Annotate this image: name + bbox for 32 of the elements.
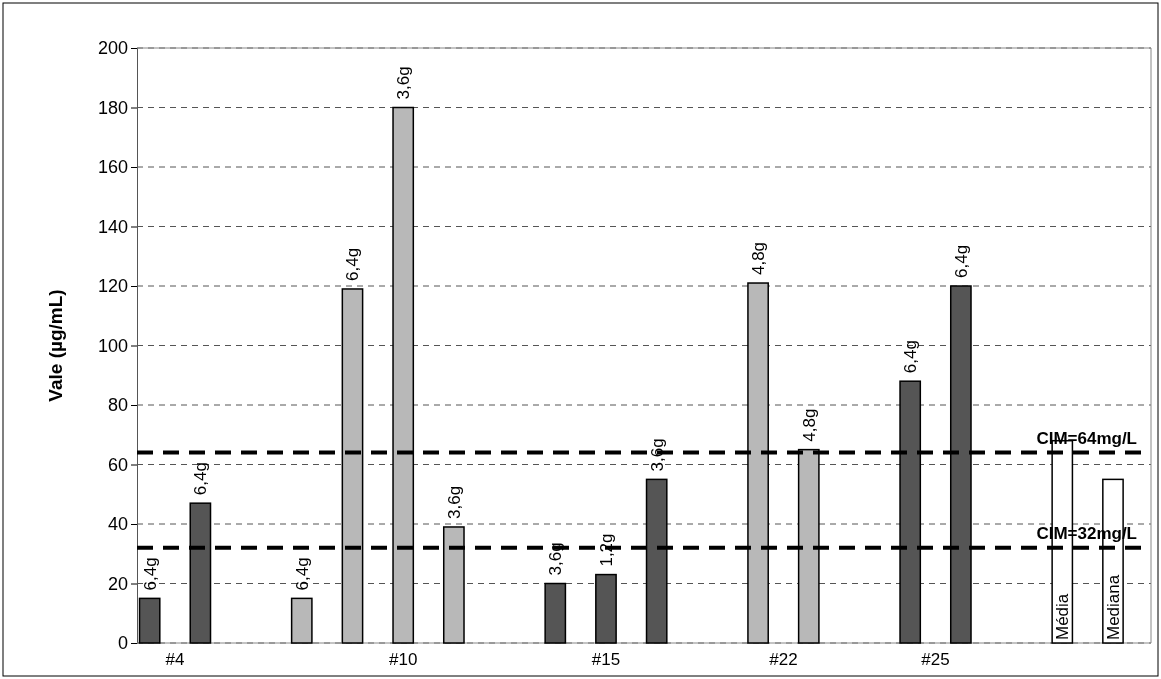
y-tick-label: 200 [97, 38, 128, 59]
series-label: Mediana [1103, 574, 1123, 640]
y-tick-label: 140 [97, 216, 128, 237]
x-tick-label: #10 [388, 650, 418, 670]
x-tick-label: #4 [165, 650, 185, 670]
text: 6,4g [951, 244, 971, 278]
text: 3,6g [444, 485, 464, 519]
bar [290, 597, 313, 644]
text: 3,6g [647, 438, 667, 472]
series-label: Média [1053, 593, 1073, 640]
y-tick-label: 60 [107, 454, 128, 475]
y-tick-label: 160 [97, 157, 128, 178]
text: 6,4g [292, 557, 312, 591]
text: 6,4g [901, 340, 921, 374]
text: 4,8g [749, 241, 769, 276]
y-tick-label: 180 [97, 97, 128, 118]
text: 4,8g [799, 408, 819, 442]
y-tick-label: 80 [107, 395, 128, 416]
x-tick-label: #15 [591, 650, 621, 670]
y-axis-title: Vale (µg/mL) [45, 289, 66, 402]
y-tick-label: 0 [117, 633, 128, 654]
text: 6,4g [343, 247, 363, 281]
x-tick-label: #22 [769, 650, 798, 670]
text: 3,6g [394, 66, 414, 100]
y-tick-label: 100 [97, 335, 128, 356]
text: 6,4g [191, 462, 211, 496]
ref-line-label: CIM=64mg/L [1036, 428, 1137, 448]
text: 6,4g [140, 557, 160, 591]
y-tick-label: 20 [107, 573, 128, 594]
y-tick-label: 120 [97, 276, 128, 297]
y-tick-label: 40 [107, 514, 128, 535]
x-tick-label: #25 [921, 650, 950, 670]
